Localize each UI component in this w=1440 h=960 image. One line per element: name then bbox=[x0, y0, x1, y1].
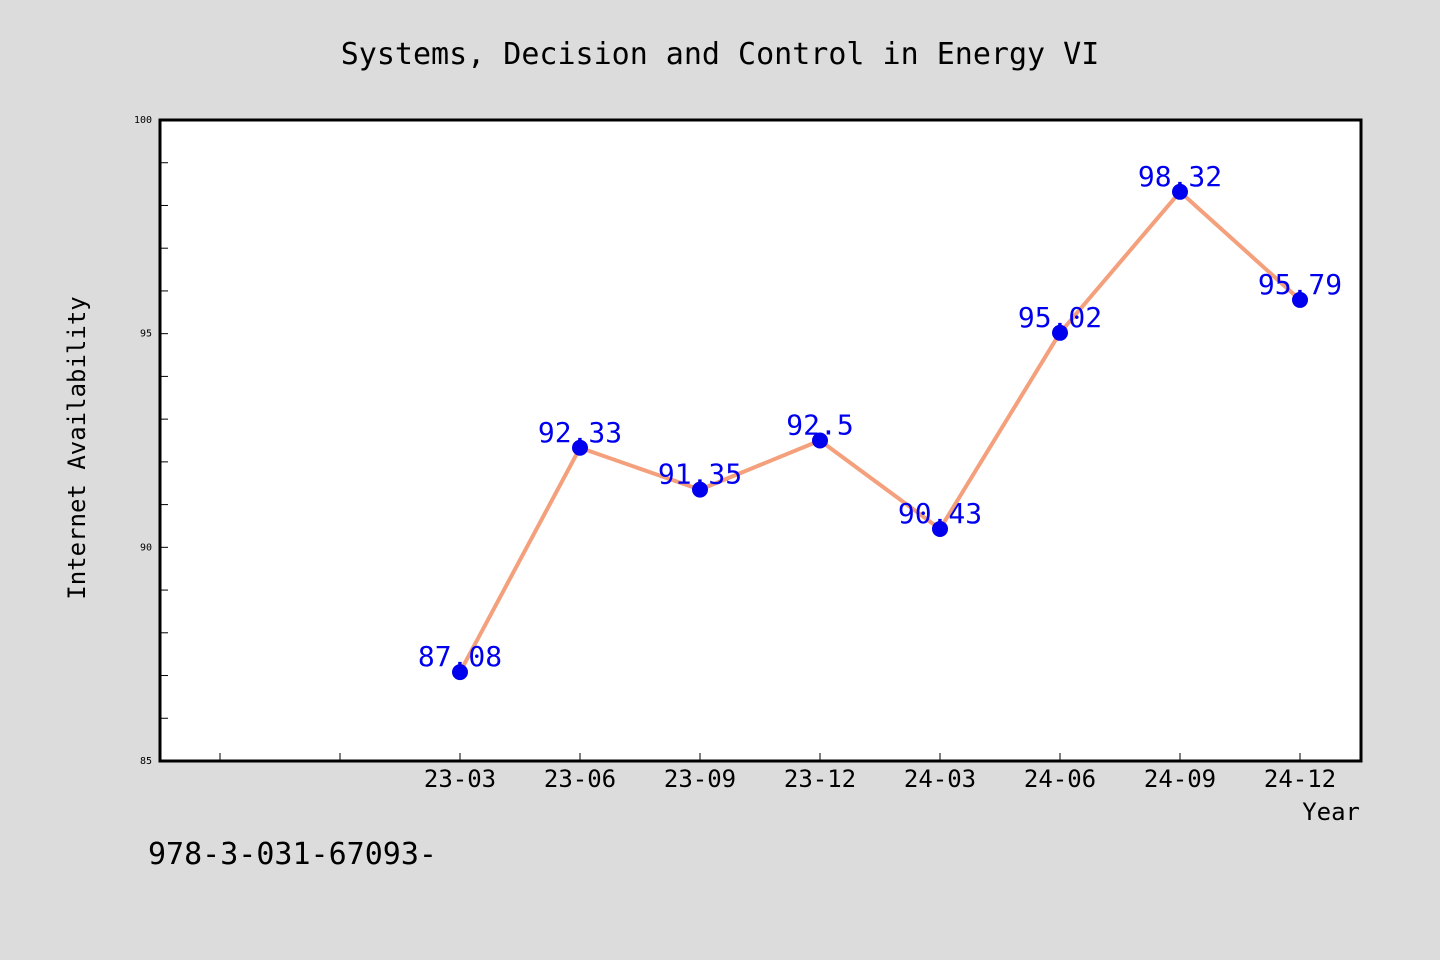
data-label: 92.5 bbox=[786, 409, 853, 442]
data-point bbox=[932, 520, 948, 537]
y-tick-label: 90 bbox=[140, 542, 152, 553]
data-label: 95.02 bbox=[1018, 301, 1102, 334]
data-point bbox=[692, 481, 708, 498]
data-point bbox=[452, 664, 468, 681]
chart-title: Systems, Decision and Control in Energy … bbox=[341, 37, 1100, 72]
data-point bbox=[572, 439, 588, 456]
x-tick-label: 23-06 bbox=[544, 765, 616, 793]
x-tick-label: 24-03 bbox=[904, 765, 976, 793]
data-label: 95.79 bbox=[1258, 268, 1342, 301]
series-line bbox=[458, 189, 1302, 674]
y-tick-label: 100 bbox=[134, 115, 152, 126]
plot-area bbox=[158, 118, 1363, 763]
x-axis-label: Year bbox=[1302, 798, 1360, 826]
y-tick-label: 85 bbox=[140, 756, 152, 767]
data-point bbox=[1292, 291, 1308, 308]
y-tick-label: 95 bbox=[140, 329, 152, 340]
x-tick-label: 24-06 bbox=[1024, 765, 1096, 793]
data-label: 98.32 bbox=[1138, 160, 1222, 193]
data-point bbox=[1172, 183, 1188, 200]
data-label: 91.35 bbox=[658, 458, 742, 491]
x-tick-label: 23-09 bbox=[664, 765, 736, 793]
data-point bbox=[812, 432, 828, 449]
x-tick-label: 24-09 bbox=[1144, 765, 1216, 793]
y-axis-label: Internet Availability bbox=[63, 296, 91, 599]
x-tick-label: 23-03 bbox=[424, 765, 496, 793]
data-label: 92.33 bbox=[538, 416, 622, 449]
data-point bbox=[1052, 324, 1068, 341]
footer-text: 978-3-031-67093- bbox=[148, 837, 437, 872]
x-tick-label: 24-12 bbox=[1264, 765, 1336, 793]
series-layer bbox=[452, 183, 1308, 681]
x-tick-label: 23-12 bbox=[784, 765, 856, 793]
tick-layer: 85 90 95 100 23-03 23-06 23-09 23-12 24-03 24-06 2… bbox=[134, 115, 1336, 793]
data-label: 87.08 bbox=[418, 640, 502, 673]
data-label: 90.43 bbox=[898, 497, 982, 530]
data-label-layer: 87.08 92.33 91.35 92.5 90.43 95.02 98.32 95.79 bbox=[418, 160, 1342, 673]
